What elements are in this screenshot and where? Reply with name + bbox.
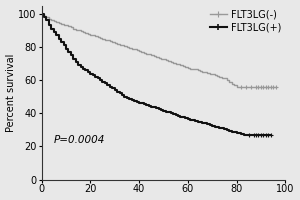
FLT3LG(-) <box>274 86 277 88</box>
FLT3LG(-) <box>57 22 60 24</box>
FLT3LG(+) <box>201 122 204 124</box>
Legend: FLT3LG(-), FLT3LG(+): FLT3LG(-), FLT3LG(+) <box>208 7 283 34</box>
FLT3LG(-) <box>174 62 177 65</box>
FLT3LG(+) <box>196 120 199 123</box>
FLT3LG(+) <box>242 134 246 136</box>
FLT3LG(-) <box>47 18 51 20</box>
FLT3LG(-) <box>101 38 104 40</box>
Line: FLT3LG(+): FLT3LG(+) <box>42 14 271 135</box>
FLT3LG(+) <box>269 134 272 136</box>
FLT3LG(+) <box>208 124 211 126</box>
Line: FLT3LG(-): FLT3LG(-) <box>42 14 275 87</box>
FLT3LG(-) <box>235 86 238 88</box>
Text: P=0.0004: P=0.0004 <box>54 135 105 145</box>
FLT3LG(+) <box>81 67 85 70</box>
Y-axis label: Percent survival: Percent survival <box>6 53 16 132</box>
FLT3LG(+) <box>50 28 53 30</box>
FLT3LG(-) <box>220 76 224 79</box>
FLT3LG(+) <box>210 125 214 127</box>
FLT3LG(-) <box>157 57 160 59</box>
FLT3LG(+) <box>40 13 44 15</box>
FLT3LG(-) <box>40 13 44 15</box>
